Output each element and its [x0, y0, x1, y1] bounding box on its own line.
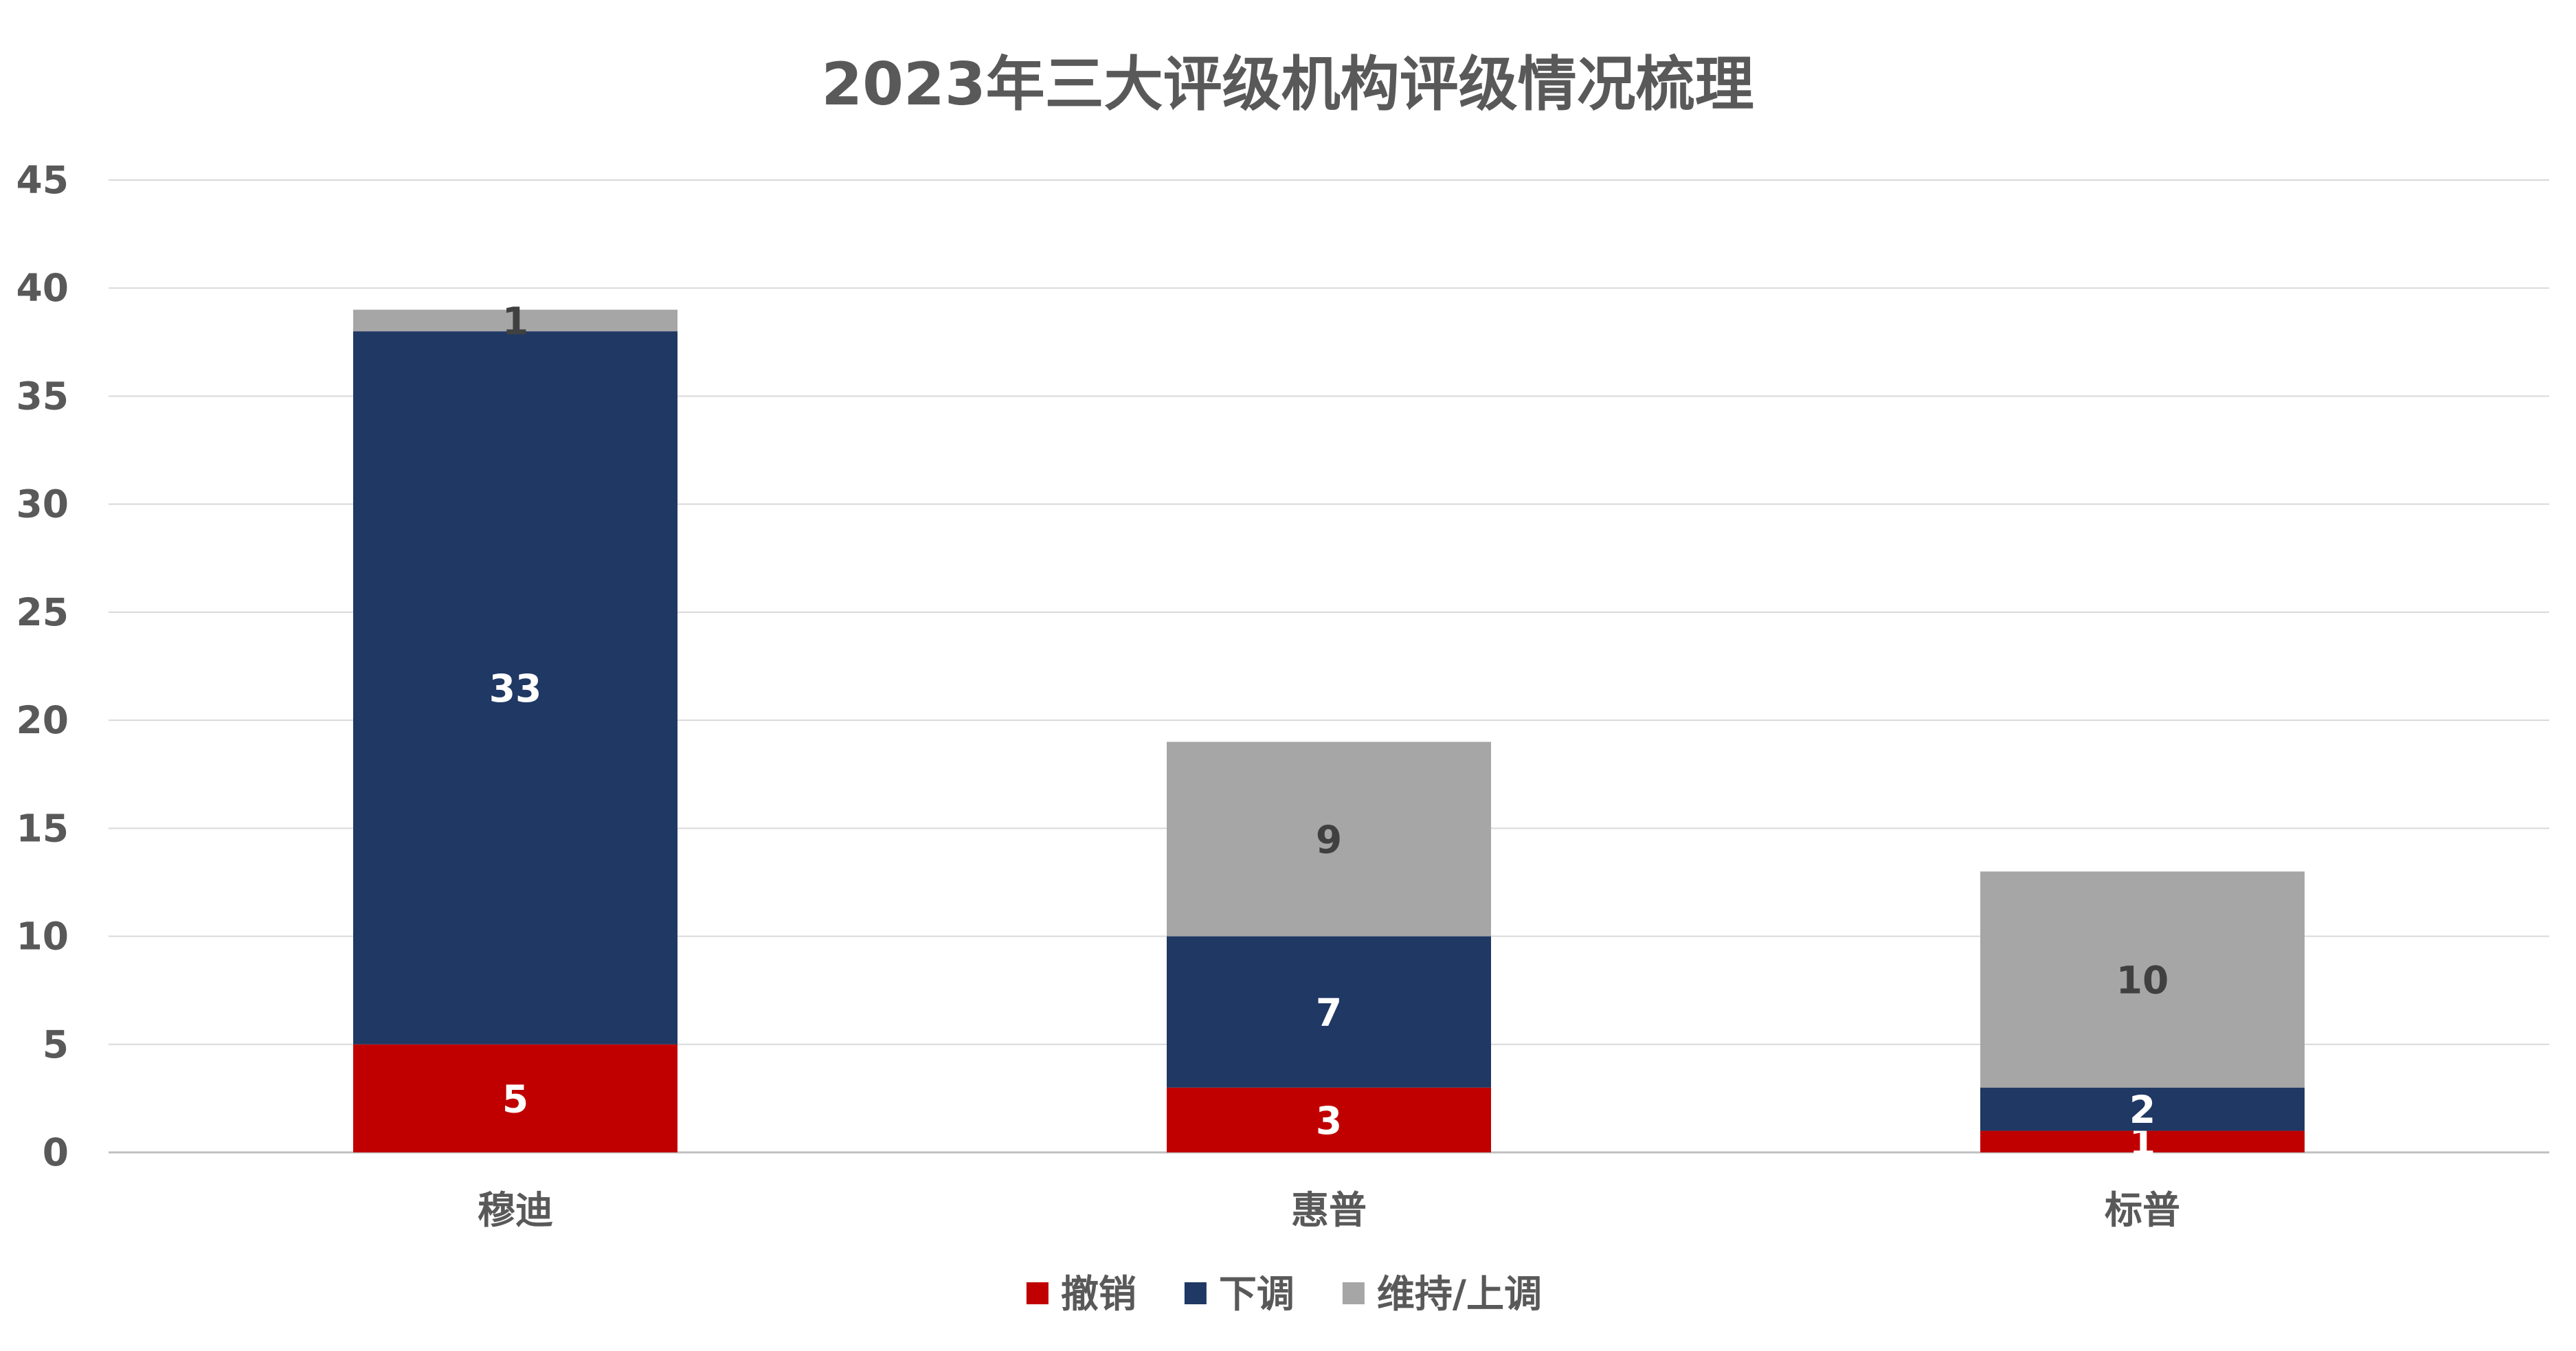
y-tick-label: 10: [16, 915, 69, 959]
data-label: 1: [502, 299, 528, 343]
chart-title: 2023年三大评级机构评级情况梳理: [821, 50, 1754, 119]
bar-segment: [1167, 1087, 1491, 1152]
bar-segment: [353, 309, 677, 332]
bar-segment: [1167, 741, 1491, 937]
x-tick-label: 穆迪: [478, 1188, 553, 1232]
x-tick-label: 标普: [2105, 1188, 2180, 1232]
y-tick-label: 45: [16, 158, 69, 202]
data-label: 7: [1316, 991, 1342, 1035]
bar-segment: [1980, 1087, 2305, 1131]
bar-segment: [1167, 936, 1491, 1088]
data-label: 9: [1316, 818, 1342, 862]
y-tick-label: 15: [16, 806, 69, 850]
legend-label: 撤销: [1061, 1272, 1136, 1316]
y-tick-label: 40: [16, 266, 69, 310]
y-tick-label: 20: [16, 698, 69, 742]
y-tick-label: 0: [43, 1130, 69, 1174]
data-label: 2: [2129, 1088, 2155, 1132]
x-axis: 穆迪 惠普 标普: [478, 1188, 2180, 1232]
bar-segment: [1980, 871, 2305, 1088]
legend-label: 维持/上调: [1377, 1272, 1542, 1316]
data-label: 33: [489, 667, 542, 711]
x-tick-label: 惠普: [1291, 1188, 1367, 1232]
data-label: 3: [1316, 1099, 1342, 1143]
data-label: 10: [2116, 958, 2169, 1002]
data-label: 5: [502, 1077, 528, 1121]
legend-swatch: [1342, 1282, 1365, 1304]
bar-segment: [353, 1044, 677, 1152]
y-axis: 0 5 10 15 20 25 30 35 40 45: [16, 158, 69, 1174]
legend-swatch: [1026, 1282, 1049, 1304]
y-tick-label: 5: [43, 1023, 69, 1067]
y-tick-label: 30: [16, 482, 69, 526]
legend: 撤销 下调 维持/上调: [1026, 1272, 1542, 1316]
legend-swatch: [1184, 1282, 1207, 1304]
legend-label: 下调: [1219, 1272, 1295, 1316]
y-tick-label: 35: [16, 374, 69, 418]
bar-segment: [353, 331, 677, 1045]
bar-segment: [1980, 1130, 2305, 1152]
y-tick-label: 25: [16, 590, 69, 634]
